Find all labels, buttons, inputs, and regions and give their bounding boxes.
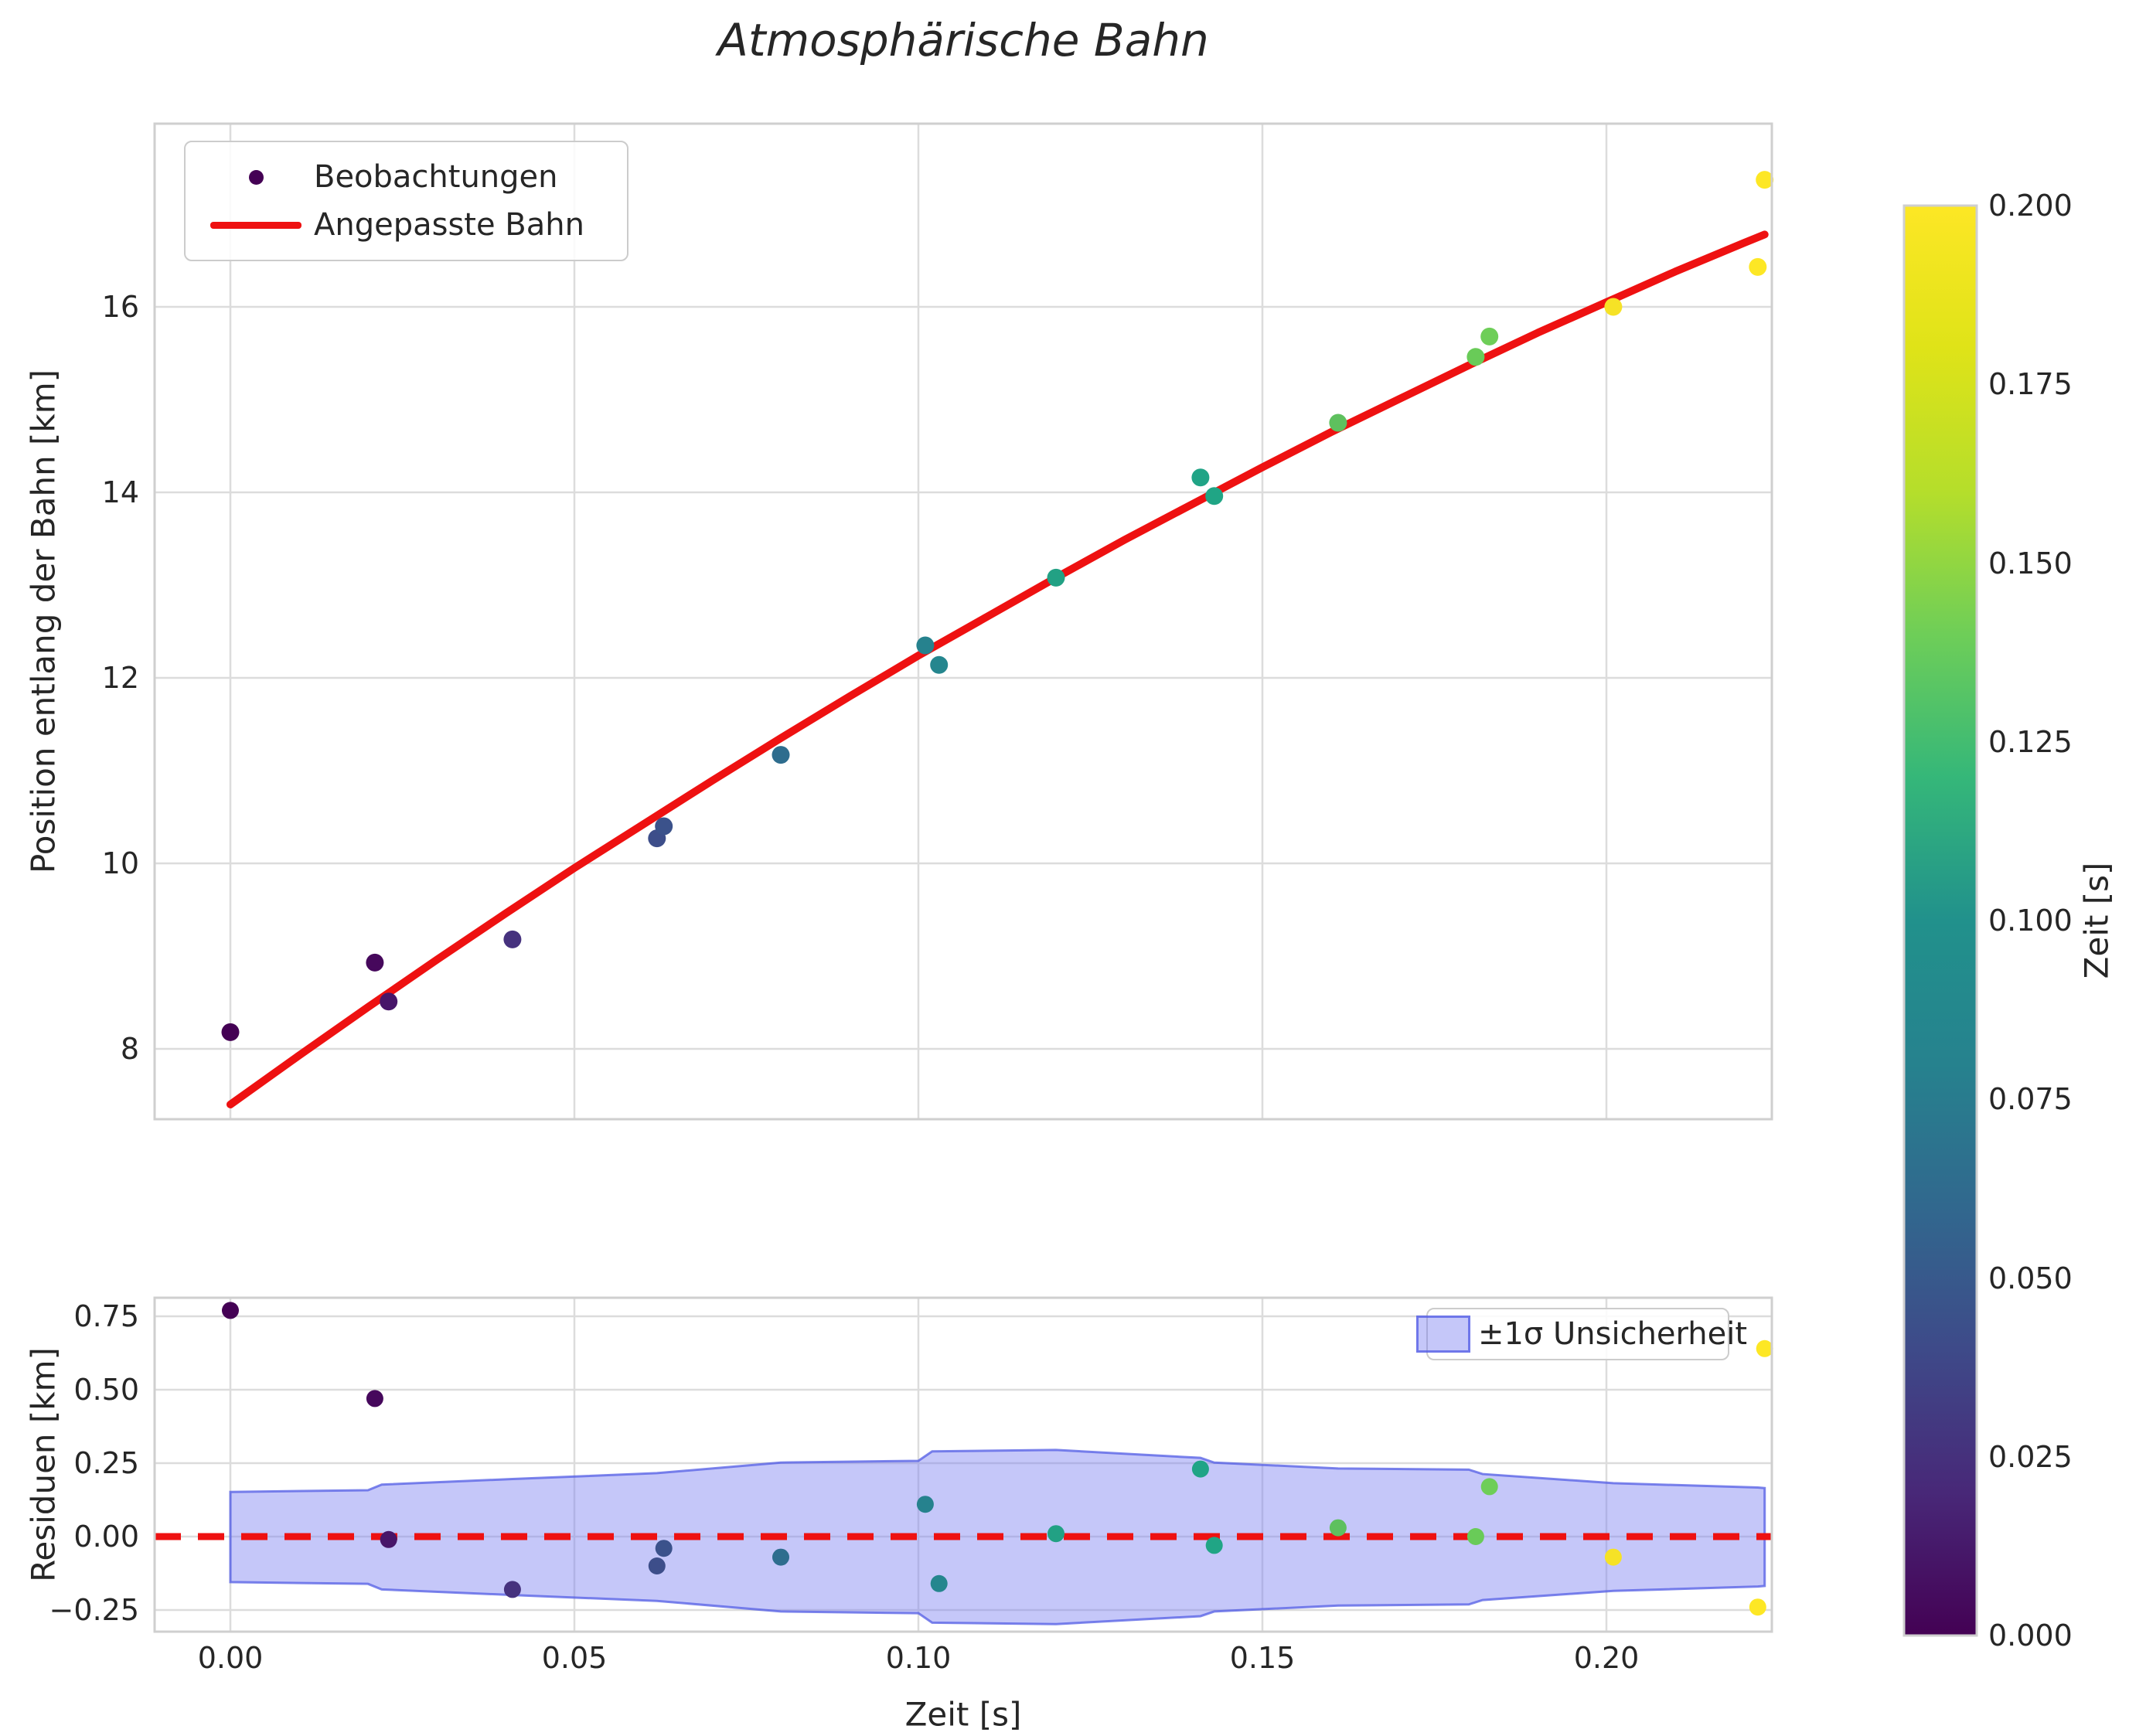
residual-point xyxy=(648,1557,666,1574)
observation-point xyxy=(1191,468,1210,487)
legend-item-fitted: Angepasste Bahn xyxy=(198,201,604,249)
observation-point xyxy=(221,1023,240,1041)
residual-axes-border xyxy=(153,1296,1773,1633)
observation-point xyxy=(366,953,384,972)
colorbar-tick-label: 0.075 xyxy=(1988,1082,2073,1117)
residual-y-axis-label: Residuen [km] xyxy=(24,1347,63,1582)
observation-point xyxy=(1466,348,1485,366)
x-tick-label: 0.15 xyxy=(1229,1641,1296,1675)
fitted-line-icon xyxy=(198,221,314,229)
colorbar-tick-label: 0.175 xyxy=(1988,367,2073,402)
residual-point xyxy=(1047,1525,1064,1543)
legend-item-observations: Beobachtungen xyxy=(198,153,604,201)
observation-point xyxy=(1047,568,1065,587)
observation-point xyxy=(1604,298,1623,316)
observation-point xyxy=(1756,171,1774,189)
main-y-tick-label: 14 xyxy=(101,475,139,509)
residual-point xyxy=(1191,1460,1209,1478)
colorbar-tick-label: 0.200 xyxy=(1988,189,2073,223)
legend-label-observations: Beobachtungen xyxy=(314,159,558,195)
x-axis-label: Zeit [s] xyxy=(904,1695,1022,1734)
uncertainty-patch-icon xyxy=(1415,1316,1470,1353)
observation-point xyxy=(1205,487,1224,505)
colorbar-tick-label: 0.050 xyxy=(1988,1261,2073,1295)
residual-point xyxy=(222,1302,239,1319)
legend-label-fitted: Angepasste Bahn xyxy=(314,207,584,243)
main-y-axis-label: Position entlang der Bahn [km] xyxy=(24,369,63,874)
colorbar-tick-label: 0.025 xyxy=(1988,1439,2073,1474)
colorbar-tick-label: 0.100 xyxy=(1988,904,2073,938)
x-tick-label: 0.10 xyxy=(885,1641,952,1675)
main-legend: Beobachtungen Angepasste Bahn xyxy=(184,141,628,261)
residual-legend: ±1σ Unsicherheit xyxy=(1415,1308,1747,1360)
band-patch-icon xyxy=(1409,1316,1478,1353)
observation-point xyxy=(1480,327,1499,345)
residual-y-tick-label: 0.25 xyxy=(73,1446,139,1480)
main-gridlines xyxy=(155,124,1772,1119)
colorbar-label: Zeit [s] xyxy=(2077,862,2116,979)
residual-point xyxy=(655,1540,673,1557)
residual-points xyxy=(222,1302,1773,1616)
chart-title: Atmosphärische Bahn xyxy=(717,14,1209,66)
colorbar-border xyxy=(1902,204,1978,1637)
residual-y-tick-label: 0.50 xyxy=(73,1373,139,1407)
x-tick-label: 0.20 xyxy=(1573,1641,1640,1675)
colorbar-tick-label: 0.000 xyxy=(1988,1619,2073,1653)
fitted-trajectory-line xyxy=(227,230,1769,1108)
residual-point xyxy=(380,1530,397,1548)
x-tick-label: 0.05 xyxy=(541,1641,608,1675)
residual-point xyxy=(1480,1478,1498,1496)
residual-point xyxy=(916,1496,934,1513)
main-y-tick-label: 16 xyxy=(101,290,139,324)
observation-point xyxy=(655,817,673,836)
observation-points xyxy=(221,171,1774,1041)
legend-label-uncertainty: ±1σ Unsicherheit xyxy=(1477,1316,1748,1352)
residual-point xyxy=(1329,1519,1347,1537)
observation-point xyxy=(930,655,949,674)
observation-point xyxy=(1329,414,1347,432)
residual-point xyxy=(503,1581,521,1598)
main-y-tick-label: 12 xyxy=(101,661,139,695)
main-y-tick-label: 8 xyxy=(120,1032,139,1066)
residual-y-tick-label: 0.75 xyxy=(73,1299,139,1333)
residual-point xyxy=(1749,1598,1766,1616)
observation-point xyxy=(916,636,935,655)
observation-point xyxy=(380,992,398,1011)
residual-y-tick-label: −0.25 xyxy=(49,1593,139,1627)
main-y-tick-label: 10 xyxy=(101,846,139,880)
colorbar-tick-label: 0.125 xyxy=(1988,724,2073,759)
colorbar-gradient xyxy=(1904,206,1977,1636)
observation-point xyxy=(503,930,522,948)
residual-point xyxy=(772,1548,789,1566)
residual-point xyxy=(1756,1339,1773,1357)
residual-point xyxy=(1205,1537,1223,1554)
scatter-dot-icon xyxy=(248,169,264,185)
residual-point xyxy=(1604,1548,1622,1566)
residual-point xyxy=(1466,1528,1484,1545)
observation-point xyxy=(1749,257,1767,276)
observations-marker-icon xyxy=(198,169,314,185)
residual-point xyxy=(366,1390,383,1408)
main-axes-border xyxy=(153,122,1773,1121)
colorbar-tick-label: 0.150 xyxy=(1988,546,2073,580)
red-line-icon xyxy=(210,221,301,229)
residual-y-tick-label: 0.00 xyxy=(73,1520,139,1554)
observation-point xyxy=(772,746,790,764)
x-tick-label: 0.00 xyxy=(197,1641,264,1675)
residual-point xyxy=(930,1574,948,1592)
